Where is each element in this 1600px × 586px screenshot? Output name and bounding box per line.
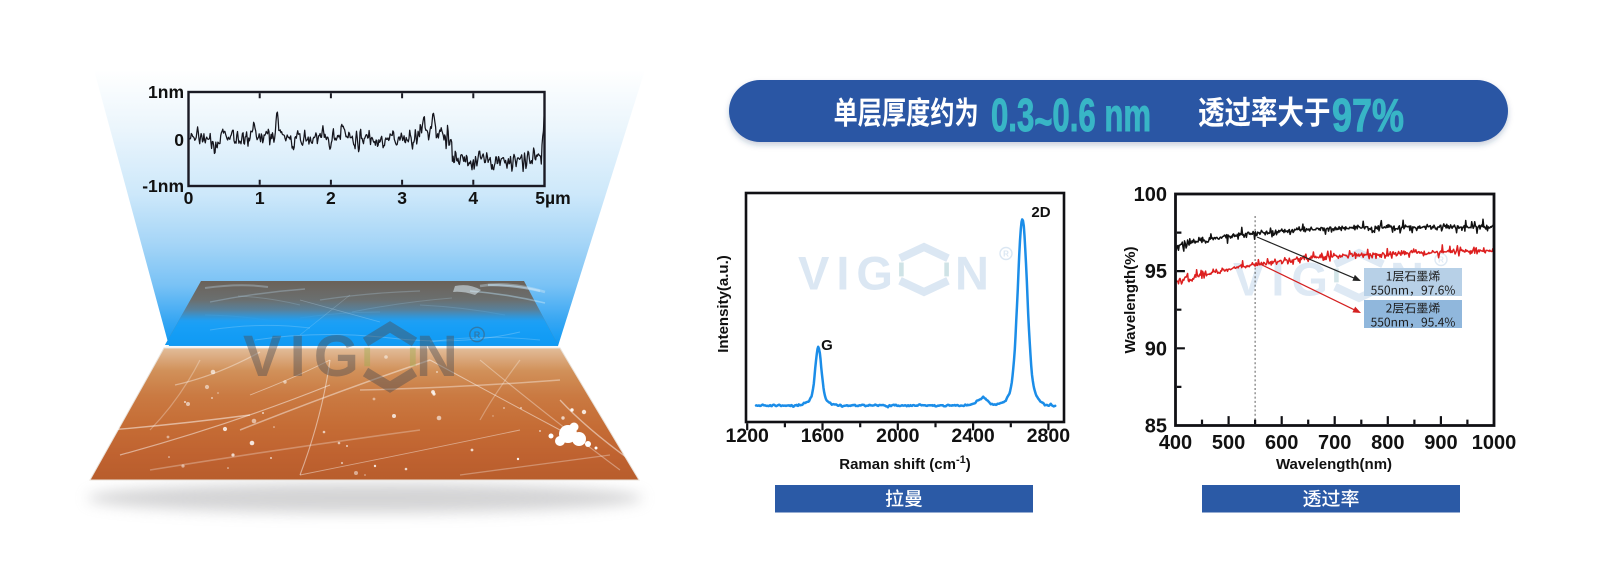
svg-text:5µm: 5µm: [535, 188, 570, 208]
svg-text:1600: 1600: [801, 425, 845, 447]
svg-text:0.3~0.6 nm: 0.3~0.6 nm: [991, 89, 1151, 147]
svg-text:2400: 2400: [951, 425, 995, 447]
svg-text:100: 100: [1134, 184, 1167, 206]
svg-text:N: N: [416, 324, 458, 389]
svg-text:R: R: [1438, 256, 1444, 265]
svg-text:400: 400: [1159, 432, 1192, 454]
svg-text:1200: 1200: [726, 425, 770, 447]
svg-text:0: 0: [184, 188, 194, 208]
svg-text:1: 1: [255, 188, 265, 208]
svg-text:500: 500: [1212, 432, 1245, 454]
svg-text:Wavelength(nm): Wavelength(nm): [1276, 456, 1392, 473]
svg-text:2800: 2800: [1027, 425, 1071, 447]
svg-text:1000: 1000: [1472, 432, 1517, 454]
svg-text:95: 95: [1145, 261, 1167, 283]
svg-text:-1nm: -1nm: [142, 176, 184, 196]
svg-text:0: 0: [174, 130, 184, 150]
svg-text:85: 85: [1145, 415, 1167, 437]
svg-text:N: N: [955, 247, 989, 300]
svg-text:1nm: 1nm: [148, 82, 184, 102]
svg-text:90: 90: [1145, 338, 1167, 360]
svg-text:VIG: VIG: [798, 247, 900, 300]
svg-text:2: 2: [326, 188, 336, 208]
svg-text:VIG: VIG: [243, 324, 367, 389]
svg-text:800: 800: [1371, 432, 1404, 454]
svg-text:2000: 2000: [876, 425, 920, 447]
svg-text:900: 900: [1424, 432, 1457, 454]
svg-text:700: 700: [1318, 432, 1351, 454]
svg-text:Wavelength(%): Wavelength(%): [1122, 247, 1139, 354]
svg-text:Intensity(a.u.): Intensity(a.u.): [715, 255, 732, 353]
svg-text:3: 3: [397, 188, 407, 208]
svg-text:97%: 97%: [1332, 89, 1404, 141]
svg-text:Raman shift (cm-1): Raman shift (cm-1): [839, 454, 970, 473]
svg-text:4: 4: [468, 188, 478, 208]
svg-text:G: G: [821, 337, 833, 354]
svg-text:600: 600: [1265, 432, 1298, 454]
svg-text:R: R: [1003, 250, 1009, 259]
svg-text:R: R: [474, 330, 481, 340]
svg-text:2D: 2D: [1031, 204, 1050, 221]
